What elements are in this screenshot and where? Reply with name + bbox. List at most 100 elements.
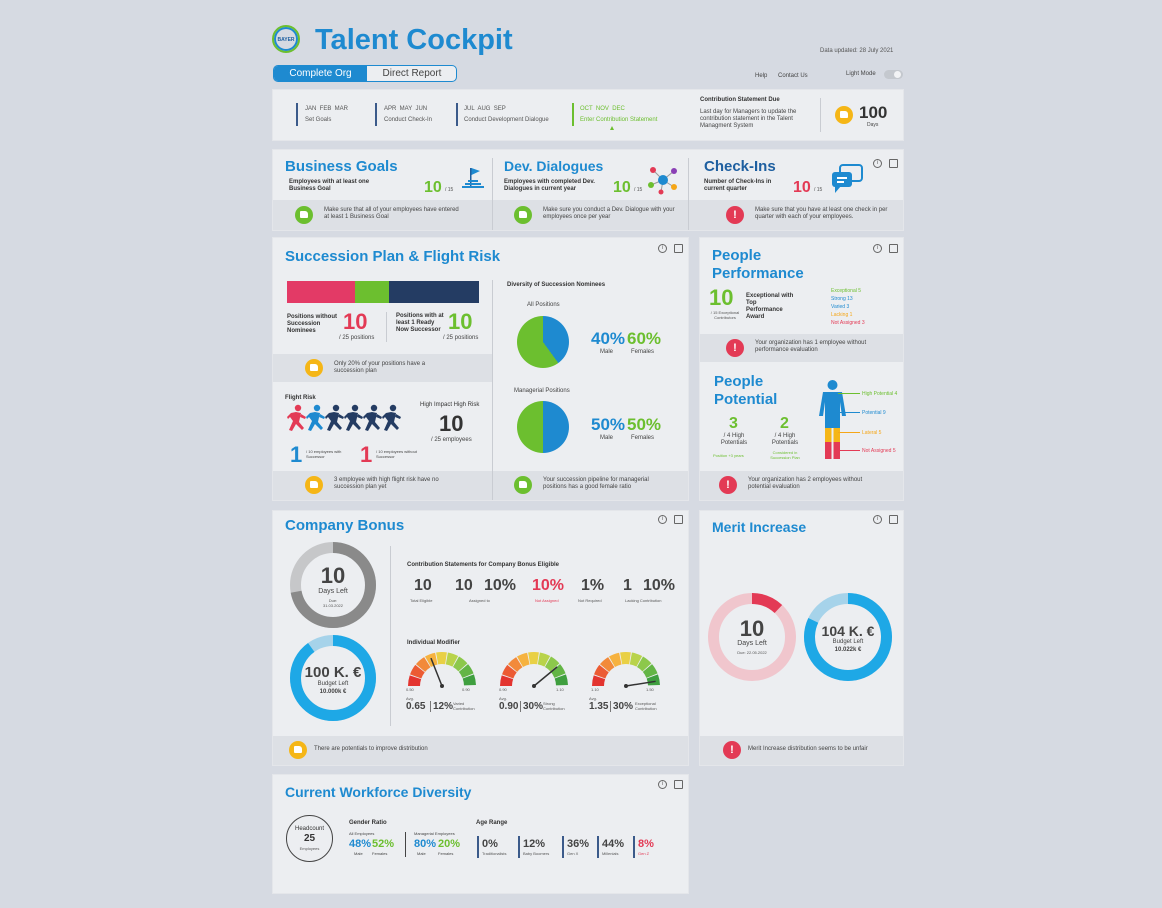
mgr-female-pct: 50% [627, 415, 662, 434]
info-icon[interactable]: i [873, 515, 882, 524]
info-icon[interactable]: i [658, 780, 667, 789]
mgr-female-value: 20% [438, 838, 461, 850]
q1-months: JAN FEB MAR [305, 106, 349, 112]
tab-complete-org[interactable]: Complete Org [274, 66, 367, 81]
dev-dialogues-msg: Make sure you conduct a Dev. Dialogue wi… [543, 207, 675, 220]
business-goals-title: Business Goals [285, 158, 398, 175]
gauge-segment [594, 664, 609, 679]
pot-legend-0: High Potential 4 [862, 391, 898, 397]
human-body-icon [815, 378, 850, 463]
dev-dialogues-subtitle: Employees with completed Dev. Dialogues … [504, 179, 595, 192]
q2-months: APR MAY JUN [384, 106, 428, 112]
perf-legend-0: Exceptional 5 [831, 288, 862, 294]
help-link[interactable]: Help [755, 73, 768, 79]
dev-dialogues-value: 10 [613, 179, 631, 196]
info-icon[interactable]: i [658, 515, 667, 524]
warning-icon [719, 476, 737, 494]
info-icon[interactable]: i [658, 244, 667, 253]
info-icon[interactable]: i [873, 244, 882, 253]
bonus-budget-sub: 10.000k € [319, 689, 347, 695]
without-successor-value: 1 [360, 442, 373, 467]
merit-budget-value: 104 K. € [821, 623, 875, 639]
potential-title-2: Potential [714, 391, 778, 408]
q2-task: Conduct Check-In [384, 117, 433, 123]
pot-legend-2: Lateral 5 [862, 430, 882, 436]
stat-5-label: Lacking Contribution [625, 598, 662, 603]
potential-v2: 2 [780, 415, 789, 432]
age-3-value: 44% [602, 838, 625, 850]
gauge-segment [537, 652, 551, 667]
gauge-3-cat: Exceptional Contribution [635, 701, 657, 711]
merit-days-value: 10 [739, 616, 765, 641]
gauge-2-min: 0.90 [499, 687, 507, 692]
without-successor-label: / 10 employees without Successor [376, 449, 417, 459]
gauge-1-min: 0.50 [406, 687, 414, 692]
q4-task: Enter Contribution Statement [580, 117, 658, 123]
pot-legend-1: Potential 9 [862, 410, 886, 416]
gauge-segment [445, 652, 459, 667]
age-4-label: Gen Z [638, 851, 650, 856]
gauge-segment [453, 656, 468, 672]
check-ins-title: Check-Ins [704, 158, 776, 175]
gauge-3-avg-label: Avg. [589, 696, 597, 701]
headcount-employees: Employees [299, 846, 320, 851]
timeline-card: JAN FEB MAR Set Goals APR MAY JUN Conduc… [273, 90, 903, 140]
potential-v2-note: Considered in Succession Plan [770, 450, 800, 460]
thumbs-up-icon [514, 476, 532, 494]
stat-0: 10 [414, 577, 432, 594]
high-impact-label: High Impact High Risk [420, 402, 480, 408]
gauge-segment [500, 675, 514, 686]
tab-direct-report[interactable]: Direct Report [382, 68, 442, 79]
gauge-segment [415, 657, 431, 672]
ring-fill [804, 593, 892, 681]
gauge-needle [430, 657, 443, 687]
external-link-icon[interactable] [889, 515, 898, 524]
gauge-needle [533, 666, 558, 687]
external-link-icon[interactable] [674, 515, 683, 524]
age-2-value: 36% [567, 838, 590, 850]
modifier-title: Individual Modifier [407, 640, 461, 646]
gauge-2-avg: 0.90 [499, 701, 519, 712]
potential-v1-note: Position +3 years [713, 453, 744, 458]
q3-task: Conduct Development Dialogue [464, 117, 549, 123]
headcount-label: Headcount [294, 826, 325, 832]
mgr-female-label: Females [438, 851, 454, 856]
runner-figure [344, 404, 363, 431]
external-link-icon[interactable] [674, 244, 683, 253]
gauge-2 [496, 650, 572, 690]
succession-msg1: Only 20% of your positions have a succes… [334, 361, 426, 374]
all-male-label: Male [354, 851, 363, 856]
business-goals-subtitle: Employees with at least one Business Goa… [289, 179, 370, 192]
all-male-pct: 40% [591, 329, 626, 348]
days-label: Days [867, 122, 879, 128]
with-successor-value: 1 [290, 442, 303, 467]
age-3-label: Millenials [602, 851, 619, 856]
external-link-icon[interactable] [889, 244, 898, 253]
gender-title: Gender Ratio [349, 820, 387, 826]
gauge-segment [545, 656, 560, 672]
potential-msg: Your organization has 2 employees withou… [748, 477, 863, 490]
high-impact-total: / 25 employees [431, 437, 472, 443]
gauge-segment [642, 664, 658, 678]
external-link-icon[interactable] [889, 159, 898, 168]
contact-link[interactable]: Contact Us [778, 73, 808, 79]
info-icon[interactable]: i [873, 159, 882, 168]
thumbs-up-icon [514, 206, 532, 224]
gauge-1-pct: 12% [430, 701, 453, 712]
data-updated: Data updated: 28 July 2021 [820, 48, 894, 54]
bonus-days-label: Days Left [318, 588, 348, 595]
age-4-value: 8% [638, 838, 654, 850]
gauge-1-cat: Varied Contribution [453, 701, 475, 711]
merit-due: Due: 22.05.2022 [737, 650, 767, 655]
performance-value-label: / 15 Exceptional Contributors [710, 310, 740, 320]
org-toggle: Complete Org Direct Report [273, 65, 457, 82]
gauge-segment [554, 674, 568, 686]
external-link-icon[interactable] [674, 780, 683, 789]
runner-figure [363, 404, 382, 431]
merit-days-label: Days Left [737, 640, 767, 647]
diversity-title: Diversity of Succession Nominees [507, 282, 606, 288]
due-title: Contribution Statement Due [700, 97, 780, 103]
light-mode-toggle[interactable] [884, 70, 903, 79]
merit-budget-sub: 10.022k € [834, 647, 862, 653]
age-2-label: Gen X [567, 851, 579, 856]
